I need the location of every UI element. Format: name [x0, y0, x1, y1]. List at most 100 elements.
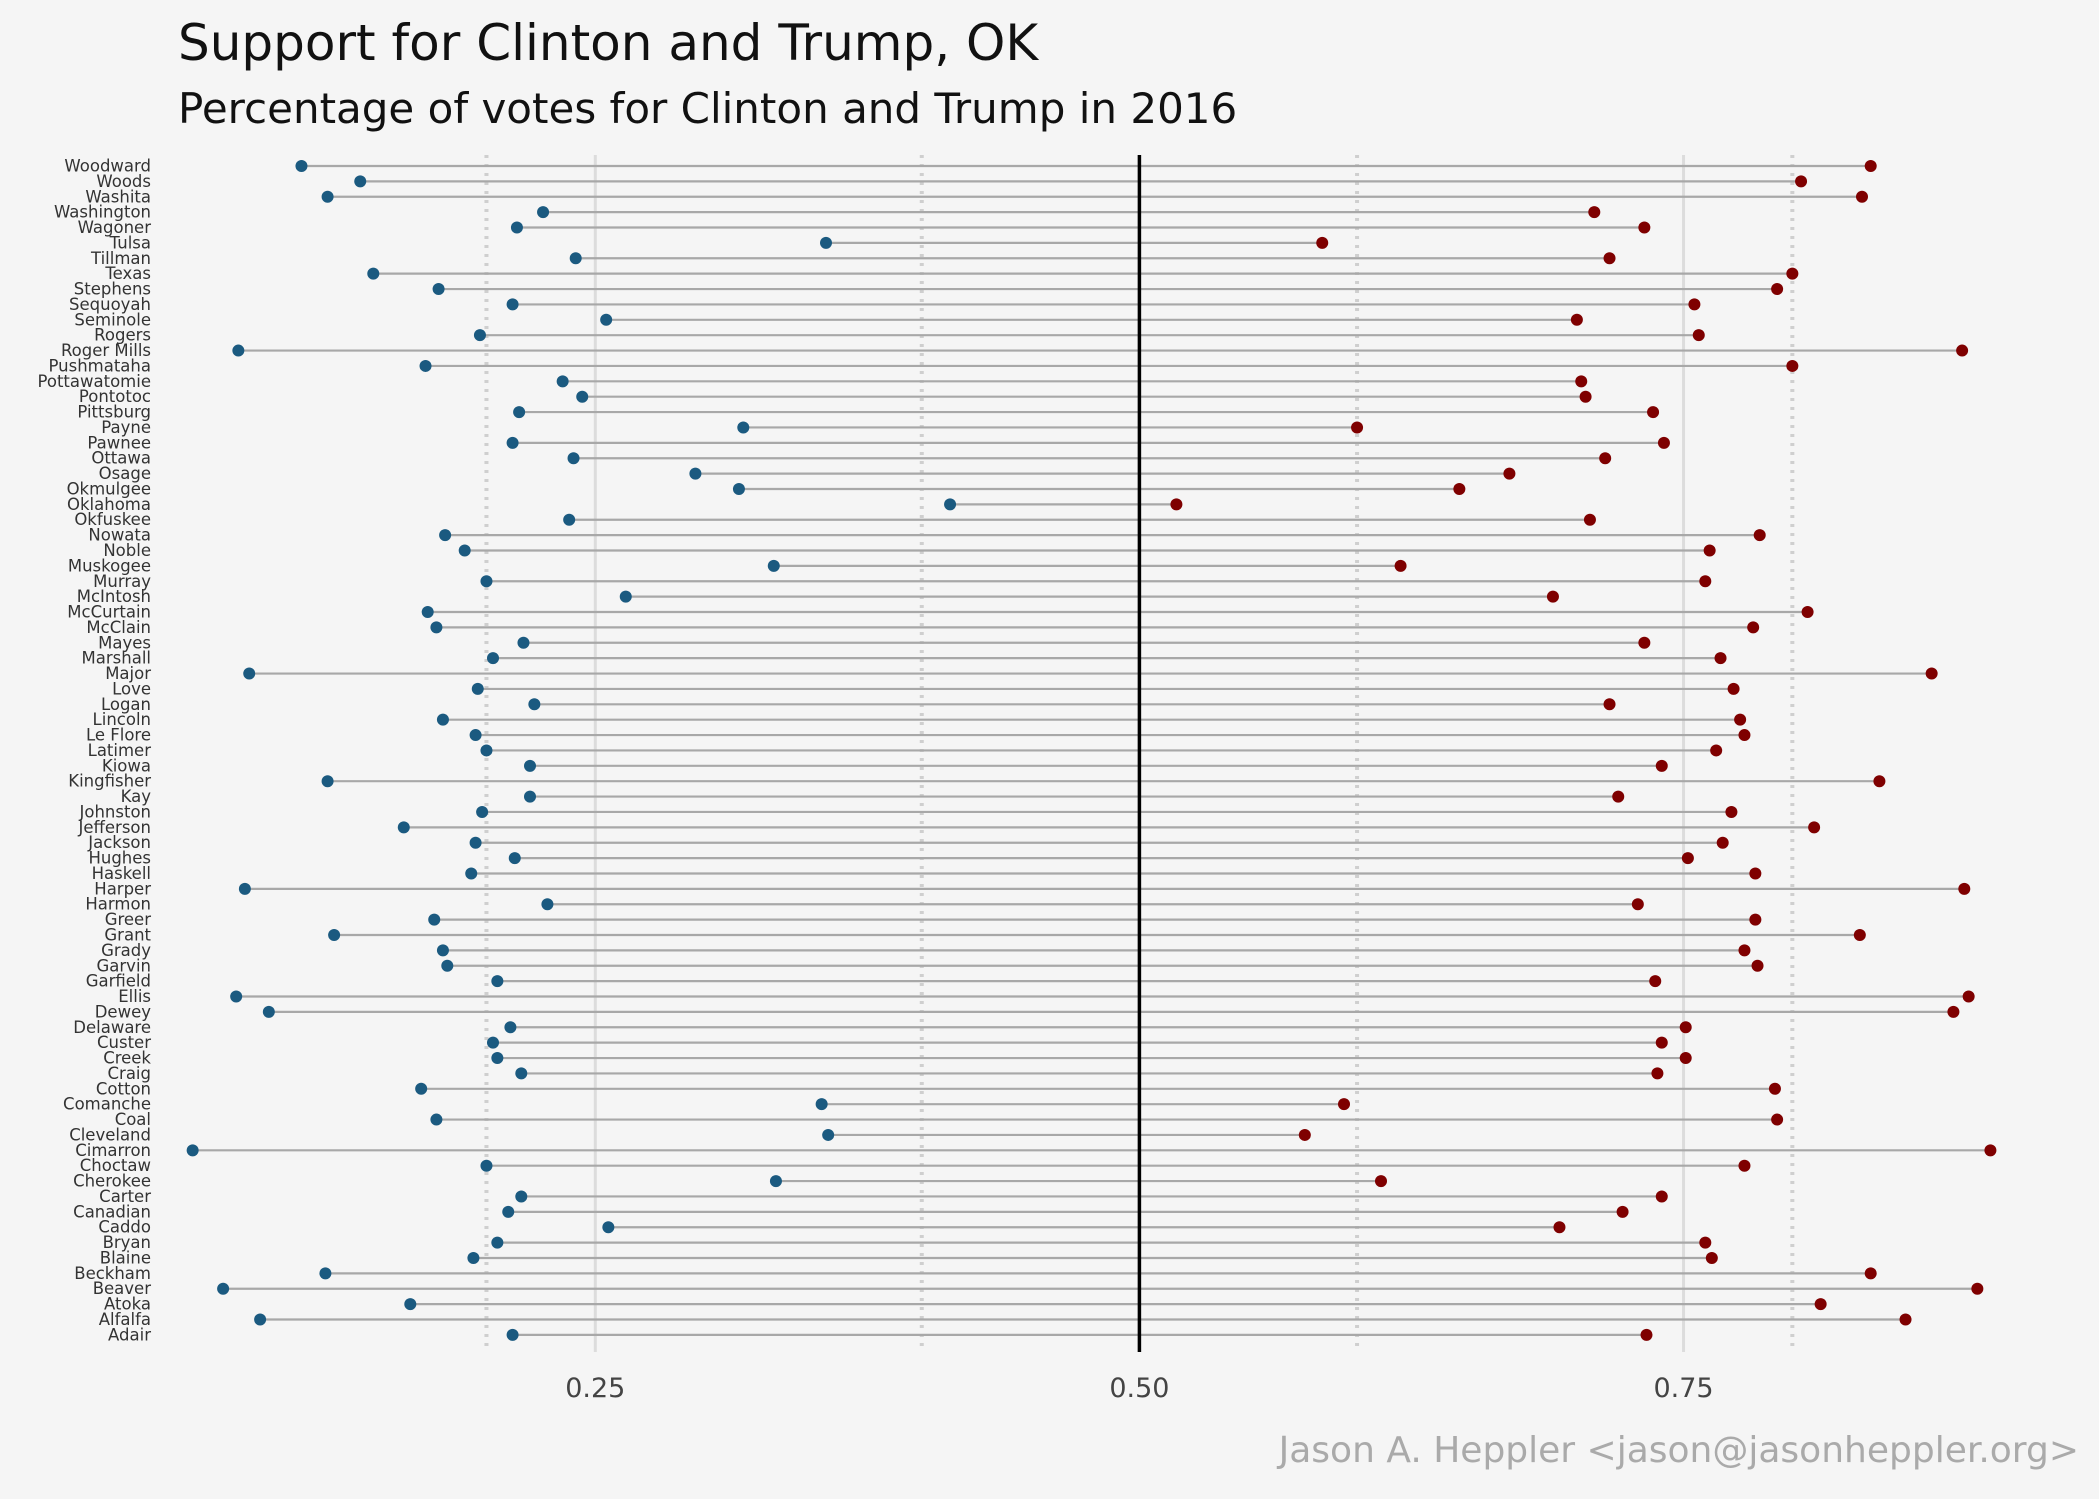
- clinton-point: [430, 621, 443, 634]
- trump-point: [1679, 1021, 1692, 1034]
- county-label: Carter: [99, 1187, 151, 1206]
- clinton-point: [480, 744, 493, 757]
- county-label: Cherokee: [73, 1172, 151, 1191]
- clinton-point: [217, 1282, 230, 1295]
- clinton-point: [238, 882, 251, 895]
- trump-point: [1681, 852, 1694, 865]
- trump-point: [1727, 682, 1740, 695]
- clinton-point: [767, 559, 780, 572]
- county-label: Stephens: [74, 280, 151, 299]
- clinton-point: [230, 990, 243, 1003]
- chart-title: Support for Clinton and Trump, OK: [178, 14, 1039, 72]
- county-label: Okfuskee: [74, 510, 151, 529]
- county-label: Craig: [108, 1064, 151, 1083]
- trump-point: [1655, 1190, 1668, 1203]
- clinton-point: [506, 298, 519, 311]
- trump-point: [1503, 467, 1516, 480]
- clinton-point: [524, 759, 536, 772]
- clinton-point: [769, 1175, 782, 1188]
- clinton-point: [506, 1328, 519, 1341]
- clinton-point: [328, 929, 341, 941]
- county-label: Nowata: [88, 526, 151, 545]
- trump-point: [1956, 344, 1969, 357]
- clinton-point: [430, 1113, 443, 1126]
- trump-point: [1768, 1082, 1781, 1095]
- clinton-point: [737, 421, 750, 434]
- trump-point: [1808, 821, 1821, 834]
- clinton-point: [295, 160, 308, 172]
- county-label: Johnston: [79, 802, 152, 821]
- x-tick-label: 0.50: [1109, 1373, 1169, 1404]
- trump-point: [1738, 944, 1751, 957]
- trump-point: [1873, 775, 1886, 788]
- trump-point: [1338, 1098, 1350, 1111]
- clinton-point: [436, 713, 449, 726]
- clinton-point: [515, 1067, 528, 1080]
- county-label: Texas: [104, 264, 151, 283]
- clinton-point: [528, 698, 541, 711]
- county-label: Coal: [115, 1110, 151, 1129]
- trump-point: [1170, 498, 1183, 511]
- county-label: Bryan: [103, 1233, 151, 1252]
- county-label: Noble: [103, 541, 151, 560]
- county-label: Woodward: [64, 157, 151, 176]
- county-label: Le Flore: [86, 726, 151, 745]
- county-label: Cimarron: [75, 1141, 151, 1160]
- county-label: Comanche: [63, 1095, 151, 1114]
- county-label: Tillman: [90, 249, 151, 268]
- county-label: Garvin: [97, 956, 152, 975]
- clinton-point: [480, 575, 493, 588]
- trump-point: [1971, 1282, 1984, 1295]
- county-label: Murray: [93, 572, 151, 591]
- trump-point: [1853, 929, 1866, 941]
- x-axis-labels: 0.25 0.50 0.75: [565, 1373, 1713, 1404]
- county-label: Muskogee: [68, 556, 151, 575]
- clinton-point: [732, 482, 745, 495]
- county-label: Dewey: [95, 1002, 152, 1021]
- trump-point: [1647, 406, 1660, 419]
- county-label: Blaine: [100, 1248, 151, 1267]
- trump-point: [1747, 621, 1760, 634]
- trump-point: [1679, 1052, 1692, 1065]
- county-label: Pawnee: [87, 433, 151, 452]
- clinton-point: [491, 975, 504, 988]
- trump-point: [1351, 421, 1364, 434]
- trump-point: [1705, 1251, 1718, 1264]
- y-axis-labels: WoodwardWoodsWashitaWashingtonWagonerTul…: [38, 157, 152, 1345]
- trump-point: [1738, 729, 1751, 742]
- county-label: Pontotoc: [79, 387, 151, 406]
- trump-point: [1738, 1159, 1751, 1172]
- county-label: Woods: [96, 172, 151, 191]
- county-label: Jefferson: [78, 818, 151, 837]
- clinton-point: [569, 252, 582, 265]
- trump-point: [1716, 836, 1729, 849]
- county-label: McCurtain: [67, 603, 151, 622]
- county-label: Cotton: [96, 1079, 151, 1098]
- trump-point: [1753, 529, 1766, 542]
- clinton-point: [397, 821, 410, 834]
- county-label: Sequoyah: [69, 295, 151, 314]
- clinton-point: [428, 913, 441, 926]
- trump-point: [1588, 206, 1601, 219]
- trump-point: [1749, 867, 1762, 880]
- county-label: Washington: [54, 203, 151, 222]
- county-label: Hughes: [88, 849, 151, 868]
- county-label: Wagoner: [78, 218, 152, 237]
- chart-subtitle: Percentage of votes for Clinton and Trum…: [178, 84, 1238, 133]
- trump-point: [1771, 1113, 1784, 1126]
- trump-point: [1631, 898, 1644, 911]
- county-label: Canadian: [73, 1202, 151, 1221]
- county-label: McClain: [86, 618, 151, 637]
- county-label: Grant: [104, 926, 151, 945]
- clinton-point: [513, 406, 526, 419]
- clinton-point: [556, 375, 569, 388]
- clinton-point: [602, 1221, 615, 1234]
- clinton-point: [254, 1313, 267, 1326]
- county-label: Atoka: [104, 1295, 151, 1314]
- trump-point: [1298, 1128, 1311, 1141]
- trump-point: [1786, 359, 1799, 372]
- trump-point: [1699, 1236, 1712, 1249]
- county-label: Pottawatomie: [38, 372, 152, 391]
- county-label: Roger Mills: [61, 341, 151, 360]
